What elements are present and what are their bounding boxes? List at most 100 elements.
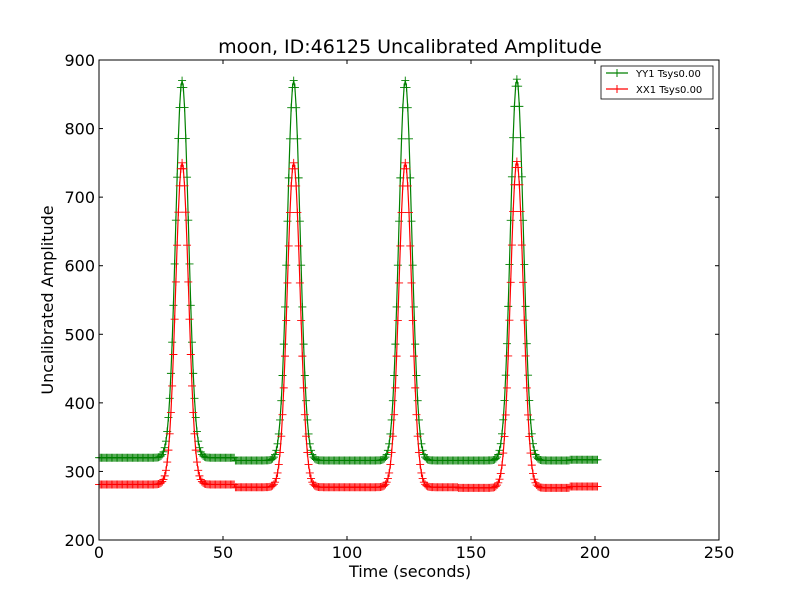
data-point-marker [515, 180, 524, 189]
y-tick-label: 900 [64, 51, 95, 70]
data-point-marker [283, 278, 292, 287]
data-point-marker [391, 340, 400, 349]
data-point-marker [186, 350, 195, 359]
data-point-marker [186, 301, 195, 310]
series-0 [95, 75, 602, 465]
data-point-marker [189, 408, 198, 417]
data-point-marker [179, 83, 188, 92]
data-point-marker [526, 449, 535, 458]
data-point-marker [413, 396, 422, 405]
data-point-marker [413, 432, 422, 441]
y-axis-title: Uncalibrated Amplitude [38, 205, 57, 394]
legend: YY1 Tsys0.00 XX1 Tsys0.00 [600, 65, 714, 100]
data-point-marker [520, 260, 529, 269]
data-point-marker [504, 302, 513, 311]
data-point-marker [516, 133, 525, 142]
data-point-marker [271, 478, 280, 487]
data-point-marker [299, 340, 308, 349]
data-point-marker [297, 316, 306, 325]
data-point-marker [159, 447, 168, 456]
x-tick-label: 0 [94, 543, 104, 562]
data-point-marker [180, 103, 189, 112]
chart-title: moon, ID:46125 Uncalibrated Amplitude [218, 36, 602, 58]
data-point-marker [506, 278, 515, 287]
data-point-marker [195, 471, 204, 480]
data-point-marker [494, 450, 503, 459]
data-point-marker [170, 259, 179, 268]
data-point-marker [512, 75, 521, 84]
x-tick-label: 150 [456, 543, 487, 562]
data-point-marker [395, 278, 404, 287]
data-point-marker [383, 474, 392, 483]
data-point-marker [279, 383, 288, 392]
data-point-marker [290, 164, 299, 173]
data-point-marker [380, 454, 389, 463]
data-point-marker [381, 480, 390, 489]
data-point-marker [593, 482, 602, 491]
data-point-marker [290, 83, 299, 92]
data-point-marker [168, 338, 177, 347]
data-point-marker [517, 241, 526, 250]
data-point-marker [163, 458, 172, 467]
data-point-marker [300, 410, 309, 419]
data-point-marker [188, 338, 196, 347]
data-point-marker [387, 448, 396, 457]
data-point-marker [408, 261, 417, 270]
data-point-marker [519, 278, 528, 287]
data-point-marker [509, 207, 518, 216]
data-point-marker [529, 469, 537, 478]
data-point-marker [522, 383, 531, 392]
data-point-marker [416, 460, 425, 469]
data-point-marker [401, 76, 410, 85]
data-point-marker [495, 475, 504, 484]
data-point-marker [178, 158, 187, 167]
data-point-marker [412, 410, 421, 419]
data-point-marker [273, 468, 282, 477]
data-point-marker [403, 181, 412, 190]
data-point-marker [157, 451, 165, 460]
data-point-marker [521, 302, 530, 311]
data-point-marker [170, 315, 179, 324]
data-point-marker [284, 241, 293, 250]
data-point-marker [300, 371, 309, 380]
data-point-marker [169, 350, 178, 359]
data-point-marker [408, 316, 417, 325]
data-point-marker [178, 76, 187, 85]
data-point-marker [304, 460, 313, 469]
data-point-marker [500, 432, 509, 441]
data-point-marker [402, 164, 411, 173]
data-point-marker [390, 371, 399, 380]
data-point-marker [285, 208, 294, 217]
data-point-marker [392, 302, 401, 311]
data-point-marker [271, 450, 280, 459]
data-point-marker [496, 469, 505, 478]
data-point-marker [303, 448, 312, 457]
data-point-marker [302, 396, 311, 405]
data-point-marker [274, 460, 283, 469]
data-point-marker [502, 383, 511, 392]
data-point-marker [272, 474, 281, 483]
data-point-marker [504, 351, 513, 360]
data-point-marker [382, 478, 391, 487]
data-point-marker [278, 410, 287, 419]
data-point-marker [418, 474, 427, 483]
data-point-marker [409, 352, 418, 361]
data-point-marker [525, 432, 534, 441]
data-point-marker [401, 158, 410, 167]
series-layer [95, 75, 602, 492]
legend-marker [613, 69, 621, 77]
data-point-marker [188, 381, 196, 390]
data-point-marker [171, 277, 180, 286]
data-point-marker [406, 241, 415, 250]
y-tick-label: 200 [64, 531, 95, 550]
data-point-marker [166, 408, 175, 417]
data-point-marker [169, 301, 178, 310]
data-point-marker [281, 302, 289, 311]
y-tick-label: 800 [64, 120, 95, 139]
data-point-marker [161, 466, 170, 475]
data-point-marker [524, 371, 533, 380]
data-point-marker [299, 383, 308, 392]
data-point-marker [282, 316, 291, 325]
data-point-marker [185, 315, 194, 324]
data-point-marker [159, 475, 168, 484]
